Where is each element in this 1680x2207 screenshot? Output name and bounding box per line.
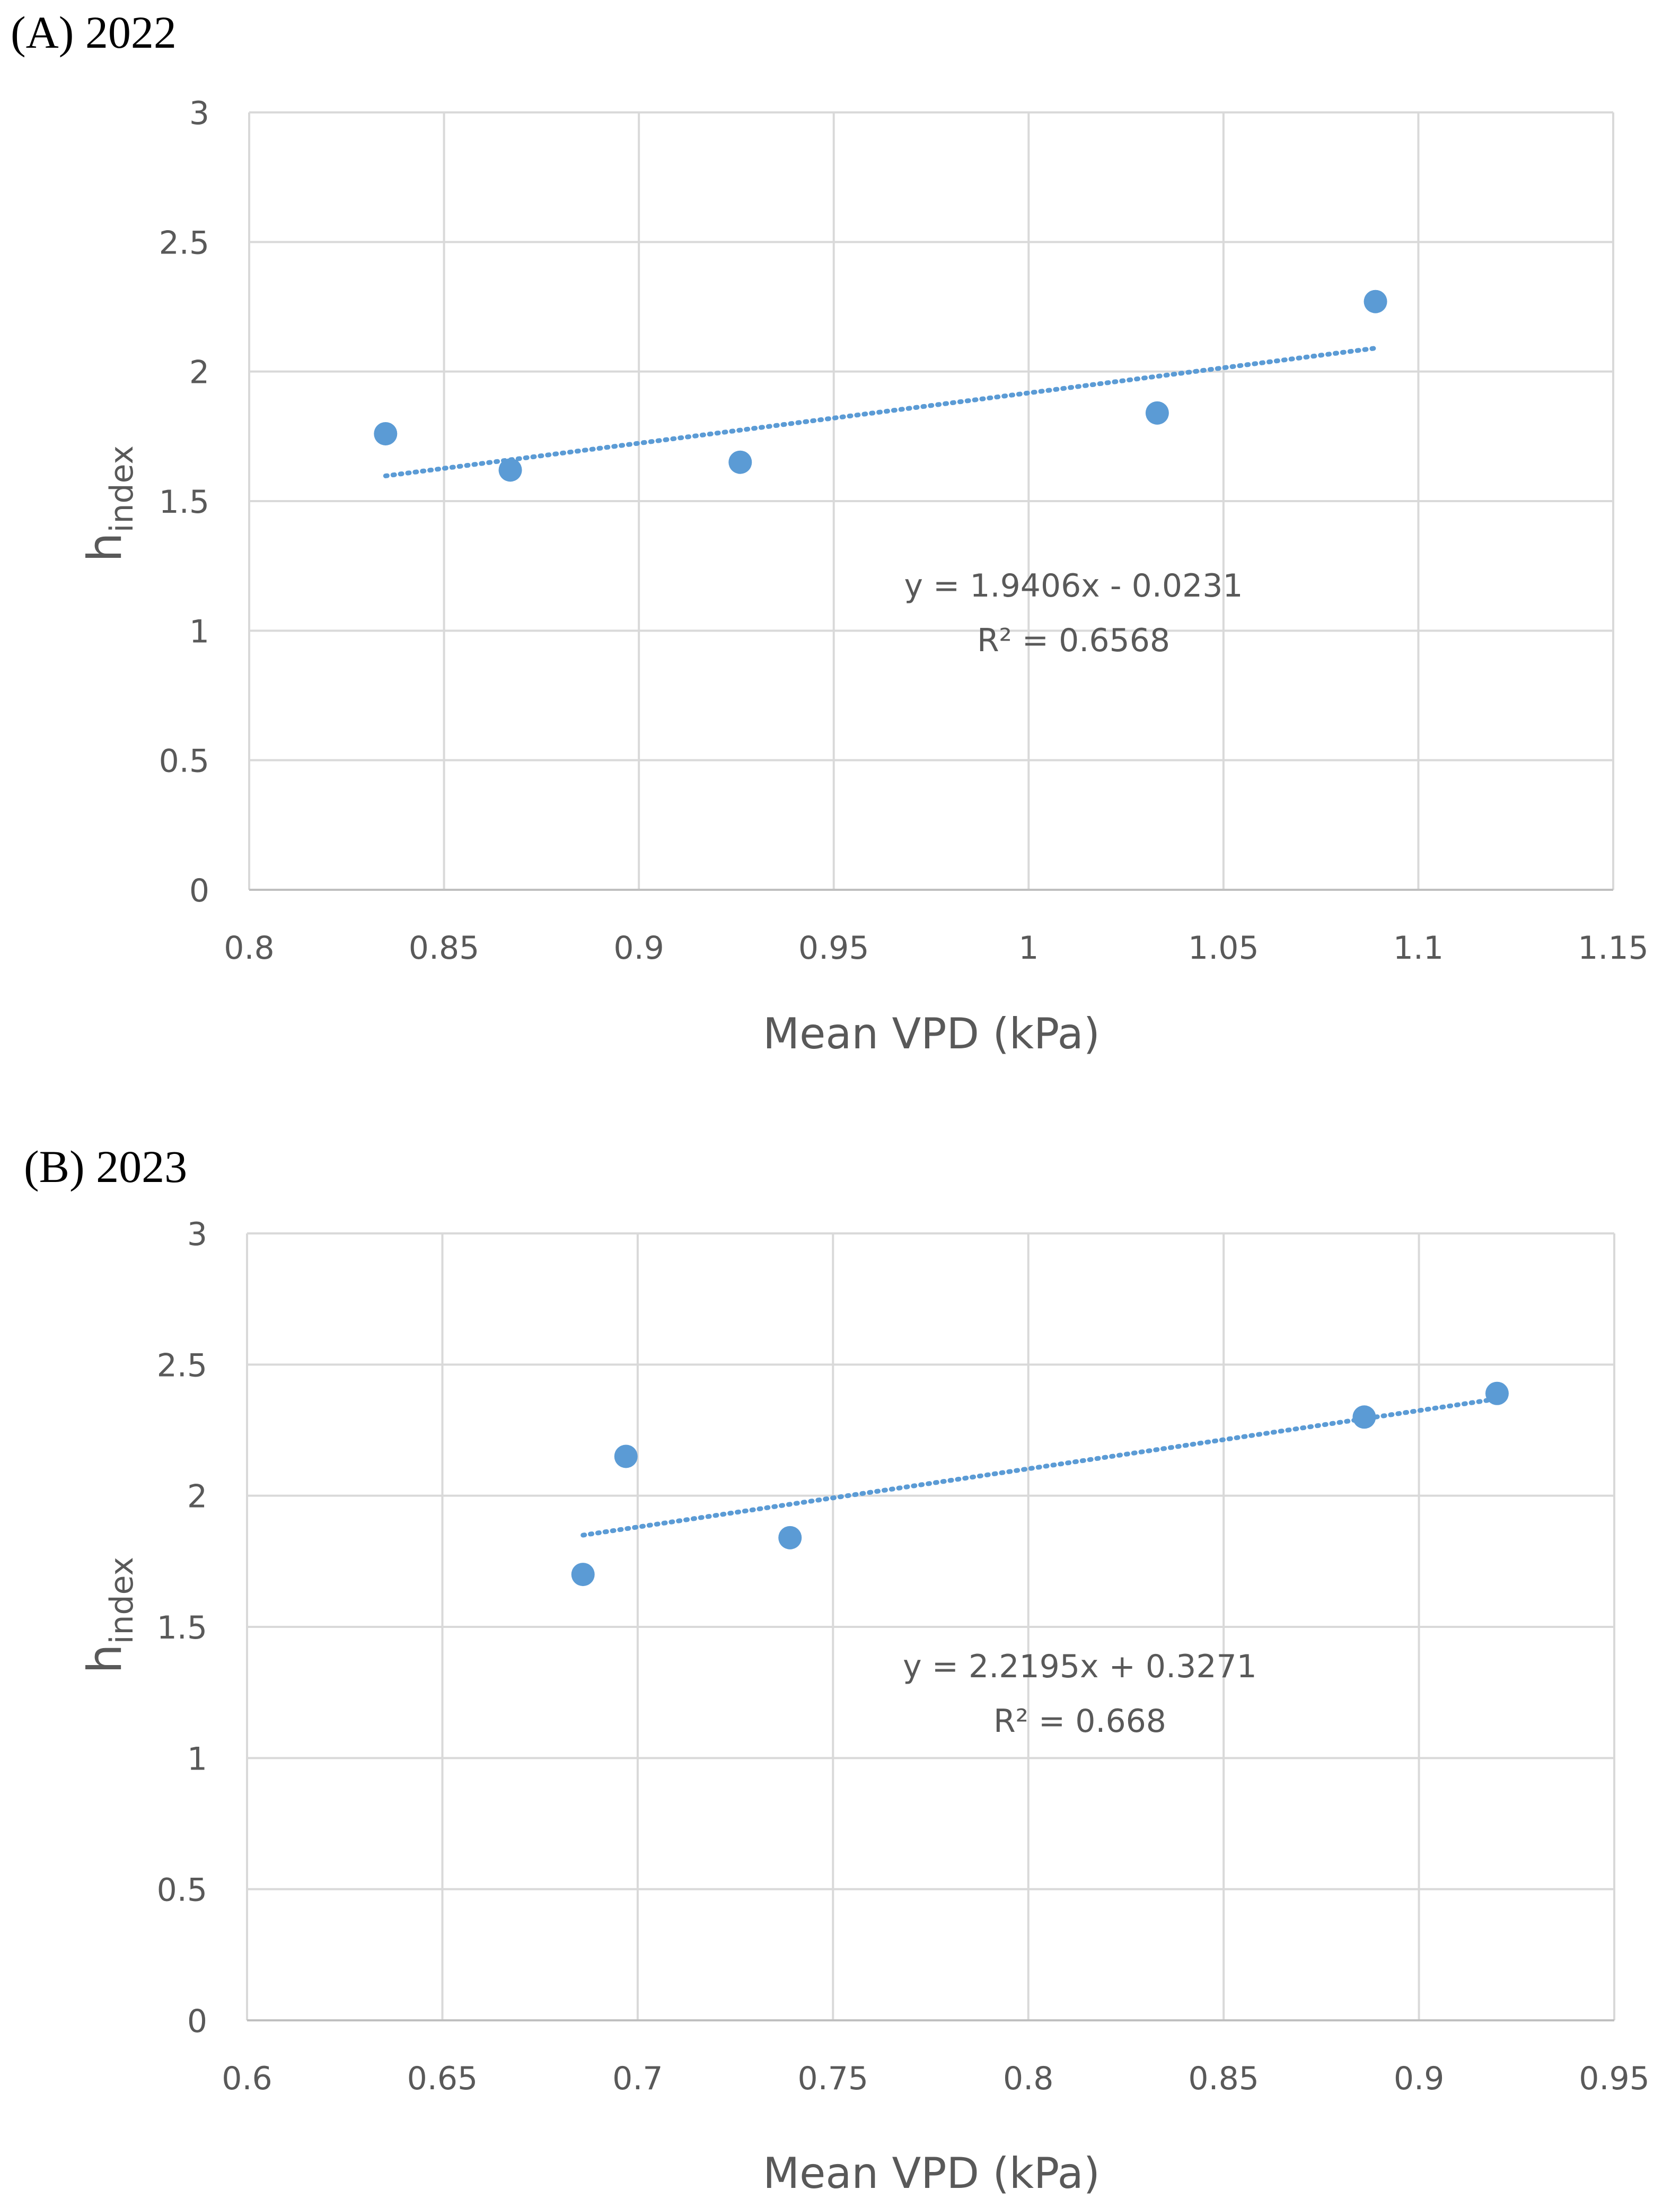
panel-a-data-point: [1145, 401, 1169, 425]
panel-b-x-tick-label: 0.85: [1188, 2060, 1259, 2097]
panel-b-y-tick-label: 3: [187, 1216, 207, 1253]
panel-a-trendline-group: [383, 346, 1378, 478]
panel-a-y-tick-label: 1.5: [159, 484, 209, 521]
panel-b-data-point: [614, 1444, 638, 1468]
panel-b-y-tick-label: 0.5: [157, 1872, 207, 1909]
panel-b-gridlines: [246, 1232, 1615, 2020]
panel-a-x-tick-label: 0.8: [224, 930, 274, 967]
panel-a-gridlines: [248, 111, 1614, 890]
panel-b-x-axis-label: Mean VPD (kPa): [763, 2149, 1100, 2198]
panel-a-equation: y = 1.9406x - 0.0231: [904, 567, 1243, 605]
panel-a-y-tick-label: 3: [189, 95, 209, 132]
panel-b-data-point: [778, 1526, 802, 1549]
panel-b-y-tick-label: 0: [187, 2003, 207, 2040]
panel-b-x-tick-labels: 0.6 0.65 0.7 0.75 0.8 0.85 0.9 0.95: [222, 2060, 1650, 2097]
panel-a-y-tick-label: 2.5: [159, 224, 209, 261]
panel-b-y-axis-label-sub: index: [103, 1557, 140, 1644]
panel-a-y-tick-label: 1: [189, 613, 209, 650]
panel-a-x-axis-label: Mean VPD (kPa): [763, 1009, 1100, 1058]
panel-b-data-point: [1485, 1381, 1509, 1405]
panel-b-data-points: [571, 1381, 1509, 1587]
panel-a-y-tick-label: 0.5: [159, 743, 209, 780]
panel-b-y-tick-label: 1.5: [157, 1609, 207, 1647]
panel-a-y-tick-label: 2: [189, 354, 209, 391]
panel-a-data-point: [374, 422, 398, 445]
panel-a-r-squared: R² = 0.6568: [977, 622, 1170, 659]
panel-a-y-axis-label-main: h: [77, 532, 132, 562]
panel-a-y-tick-label: 0: [189, 872, 209, 909]
panel-a-x-tick-label: 0.95: [798, 930, 869, 967]
panel-a-title: (A) 2022: [11, 7, 177, 58]
panel-b-y-tick-label: 2.5: [157, 1347, 207, 1384]
panel-a-trendline: [383, 346, 1378, 478]
panel-a-data-points: [374, 290, 1387, 482]
panel-b-data-point: [571, 1563, 595, 1587]
panel-a-data-point: [498, 458, 522, 482]
panel-b-y-tick-labels: 0 0.5 1 1.5 2 2.5 3: [157, 1216, 207, 2040]
panel-a-x-tick-label: 1.05: [1188, 930, 1259, 967]
panel-b-title: (B) 2023: [24, 1141, 187, 1192]
panel-b-y-tick-label: 1: [187, 1740, 207, 1777]
panel-b-y-axis-label-main: h: [77, 1644, 132, 1674]
panel-b-y-axis-label: hindex: [77, 1557, 140, 1674]
chart-panel-a: (A) 2022 0.8 0.85 0.9 0.95 1 1.05 1.1 1.15 0 0.5…: [11, 7, 1649, 1058]
panel-b-x-tick-label: 0.9: [1394, 2060, 1444, 2097]
panel-b-trendline: [580, 1396, 1500, 1538]
panel-a-data-point: [728, 450, 752, 474]
panel-a-x-tick-labels: 0.8 0.85 0.9 0.95 1 1.05 1.1 1.15: [224, 930, 1649, 967]
chart-panel-b: (B) 2023 0.6 0.65 0.7 0.75 0.8 0.85 0.9 0.95 00…: [24, 1141, 1650, 2198]
panel-b-r-squared: R² = 0.668: [993, 1703, 1166, 1740]
panel-a-y-tick-labels: 0 0.5 1 1.5 2 2.5 3: [159, 95, 209, 909]
panel-b-x-tick-label: 0.75: [797, 2060, 868, 2097]
panel-a-x-tick-label: 0.9: [613, 930, 664, 967]
panel-b-x-tick-label: 0.65: [407, 2060, 478, 2097]
panel-b-x-tick-label: 0.6: [222, 2060, 272, 2097]
panel-a-data-point: [1364, 290, 1387, 313]
panel-b-x-tick-label: 0.8: [1003, 2060, 1053, 2097]
panel-b-y-tick-label: 2: [187, 1478, 207, 1516]
panel-b-x-tick-label: 0.7: [612, 2060, 663, 2097]
panel-b-equation: y = 2.2195x + 0.3271: [903, 1648, 1257, 1685]
panel-b-data-point: [1352, 1405, 1376, 1429]
panel-a-y-axis-label: hindex: [77, 445, 140, 562]
panel-a-x-tick-label: 0.85: [409, 930, 480, 967]
panel-b-trendline-group: [580, 1396, 1500, 1538]
panel-a-y-axis-label-sub: index: [103, 445, 140, 532]
panel-a-x-tick-label: 1.1: [1393, 930, 1444, 967]
panel-a-x-tick-label: 1: [1018, 930, 1039, 967]
panel-a-x-tick-label: 1.15: [1578, 930, 1649, 967]
panel-b-x-tick-label: 0.95: [1579, 2060, 1650, 2097]
